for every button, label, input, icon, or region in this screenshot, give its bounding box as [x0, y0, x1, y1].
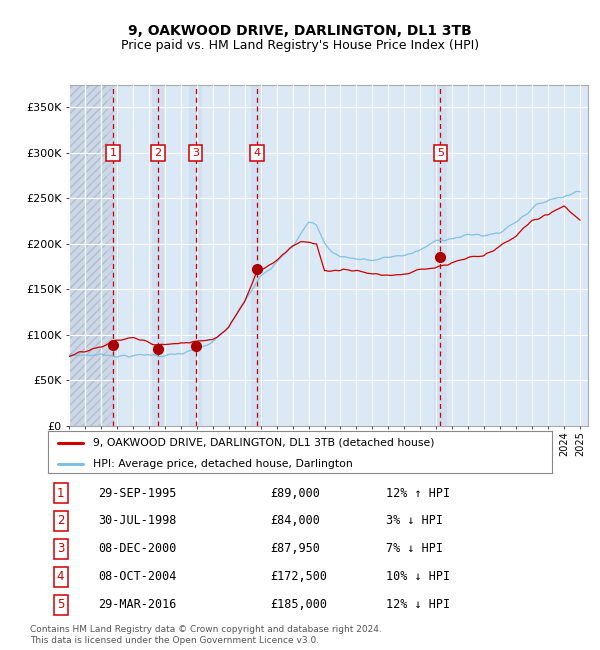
Bar: [107, 84, 119, 426]
Text: 9, OAKWOOD DRIVE, DARLINGTON, DL1 3TB: 9, OAKWOOD DRIVE, DARLINGTON, DL1 3TB: [128, 24, 472, 38]
Text: 4: 4: [57, 571, 64, 584]
Text: 1: 1: [57, 486, 64, 499]
Text: 10% ↓ HPI: 10% ↓ HPI: [386, 571, 450, 584]
Bar: [189, 84, 202, 426]
Bar: [152, 84, 164, 426]
Text: 30-JUL-1998: 30-JUL-1998: [98, 515, 177, 528]
Text: 9, OAKWOOD DRIVE, DARLINGTON, DL1 3TB (detached house): 9, OAKWOOD DRIVE, DARLINGTON, DL1 3TB (d…: [94, 438, 435, 448]
Text: HPI: Average price, detached house, Darlington: HPI: Average price, detached house, Darl…: [94, 459, 353, 469]
Text: 2: 2: [57, 515, 64, 528]
Text: 4: 4: [253, 148, 260, 158]
Text: £84,000: £84,000: [270, 515, 320, 528]
Text: Price paid vs. HM Land Registry's House Price Index (HPI): Price paid vs. HM Land Registry's House …: [121, 39, 479, 52]
Bar: [69, 84, 113, 426]
Text: 3% ↓ HPI: 3% ↓ HPI: [386, 515, 443, 528]
Text: £89,000: £89,000: [270, 486, 320, 499]
Text: 29-MAR-2016: 29-MAR-2016: [98, 598, 177, 611]
Bar: [434, 84, 446, 426]
Text: 08-OCT-2004: 08-OCT-2004: [98, 571, 177, 584]
Text: 3: 3: [192, 148, 199, 158]
Text: 5: 5: [437, 148, 444, 158]
Text: 08-DEC-2000: 08-DEC-2000: [98, 542, 177, 555]
Text: Contains HM Land Registry data © Crown copyright and database right 2024.
This d: Contains HM Land Registry data © Crown c…: [30, 625, 382, 645]
Text: 12% ↓ HPI: 12% ↓ HPI: [386, 598, 450, 611]
Bar: [69, 84, 113, 426]
Text: £87,950: £87,950: [270, 542, 320, 555]
Text: 3: 3: [57, 542, 64, 555]
Text: 7% ↓ HPI: 7% ↓ HPI: [386, 542, 443, 555]
Text: 12% ↑ HPI: 12% ↑ HPI: [386, 486, 450, 499]
Text: 2: 2: [155, 148, 161, 158]
Text: £172,500: £172,500: [270, 571, 327, 584]
Text: 29-SEP-1995: 29-SEP-1995: [98, 486, 177, 499]
Text: 5: 5: [57, 598, 64, 611]
Text: £185,000: £185,000: [270, 598, 327, 611]
Bar: [251, 84, 263, 426]
Text: 1: 1: [109, 148, 116, 158]
